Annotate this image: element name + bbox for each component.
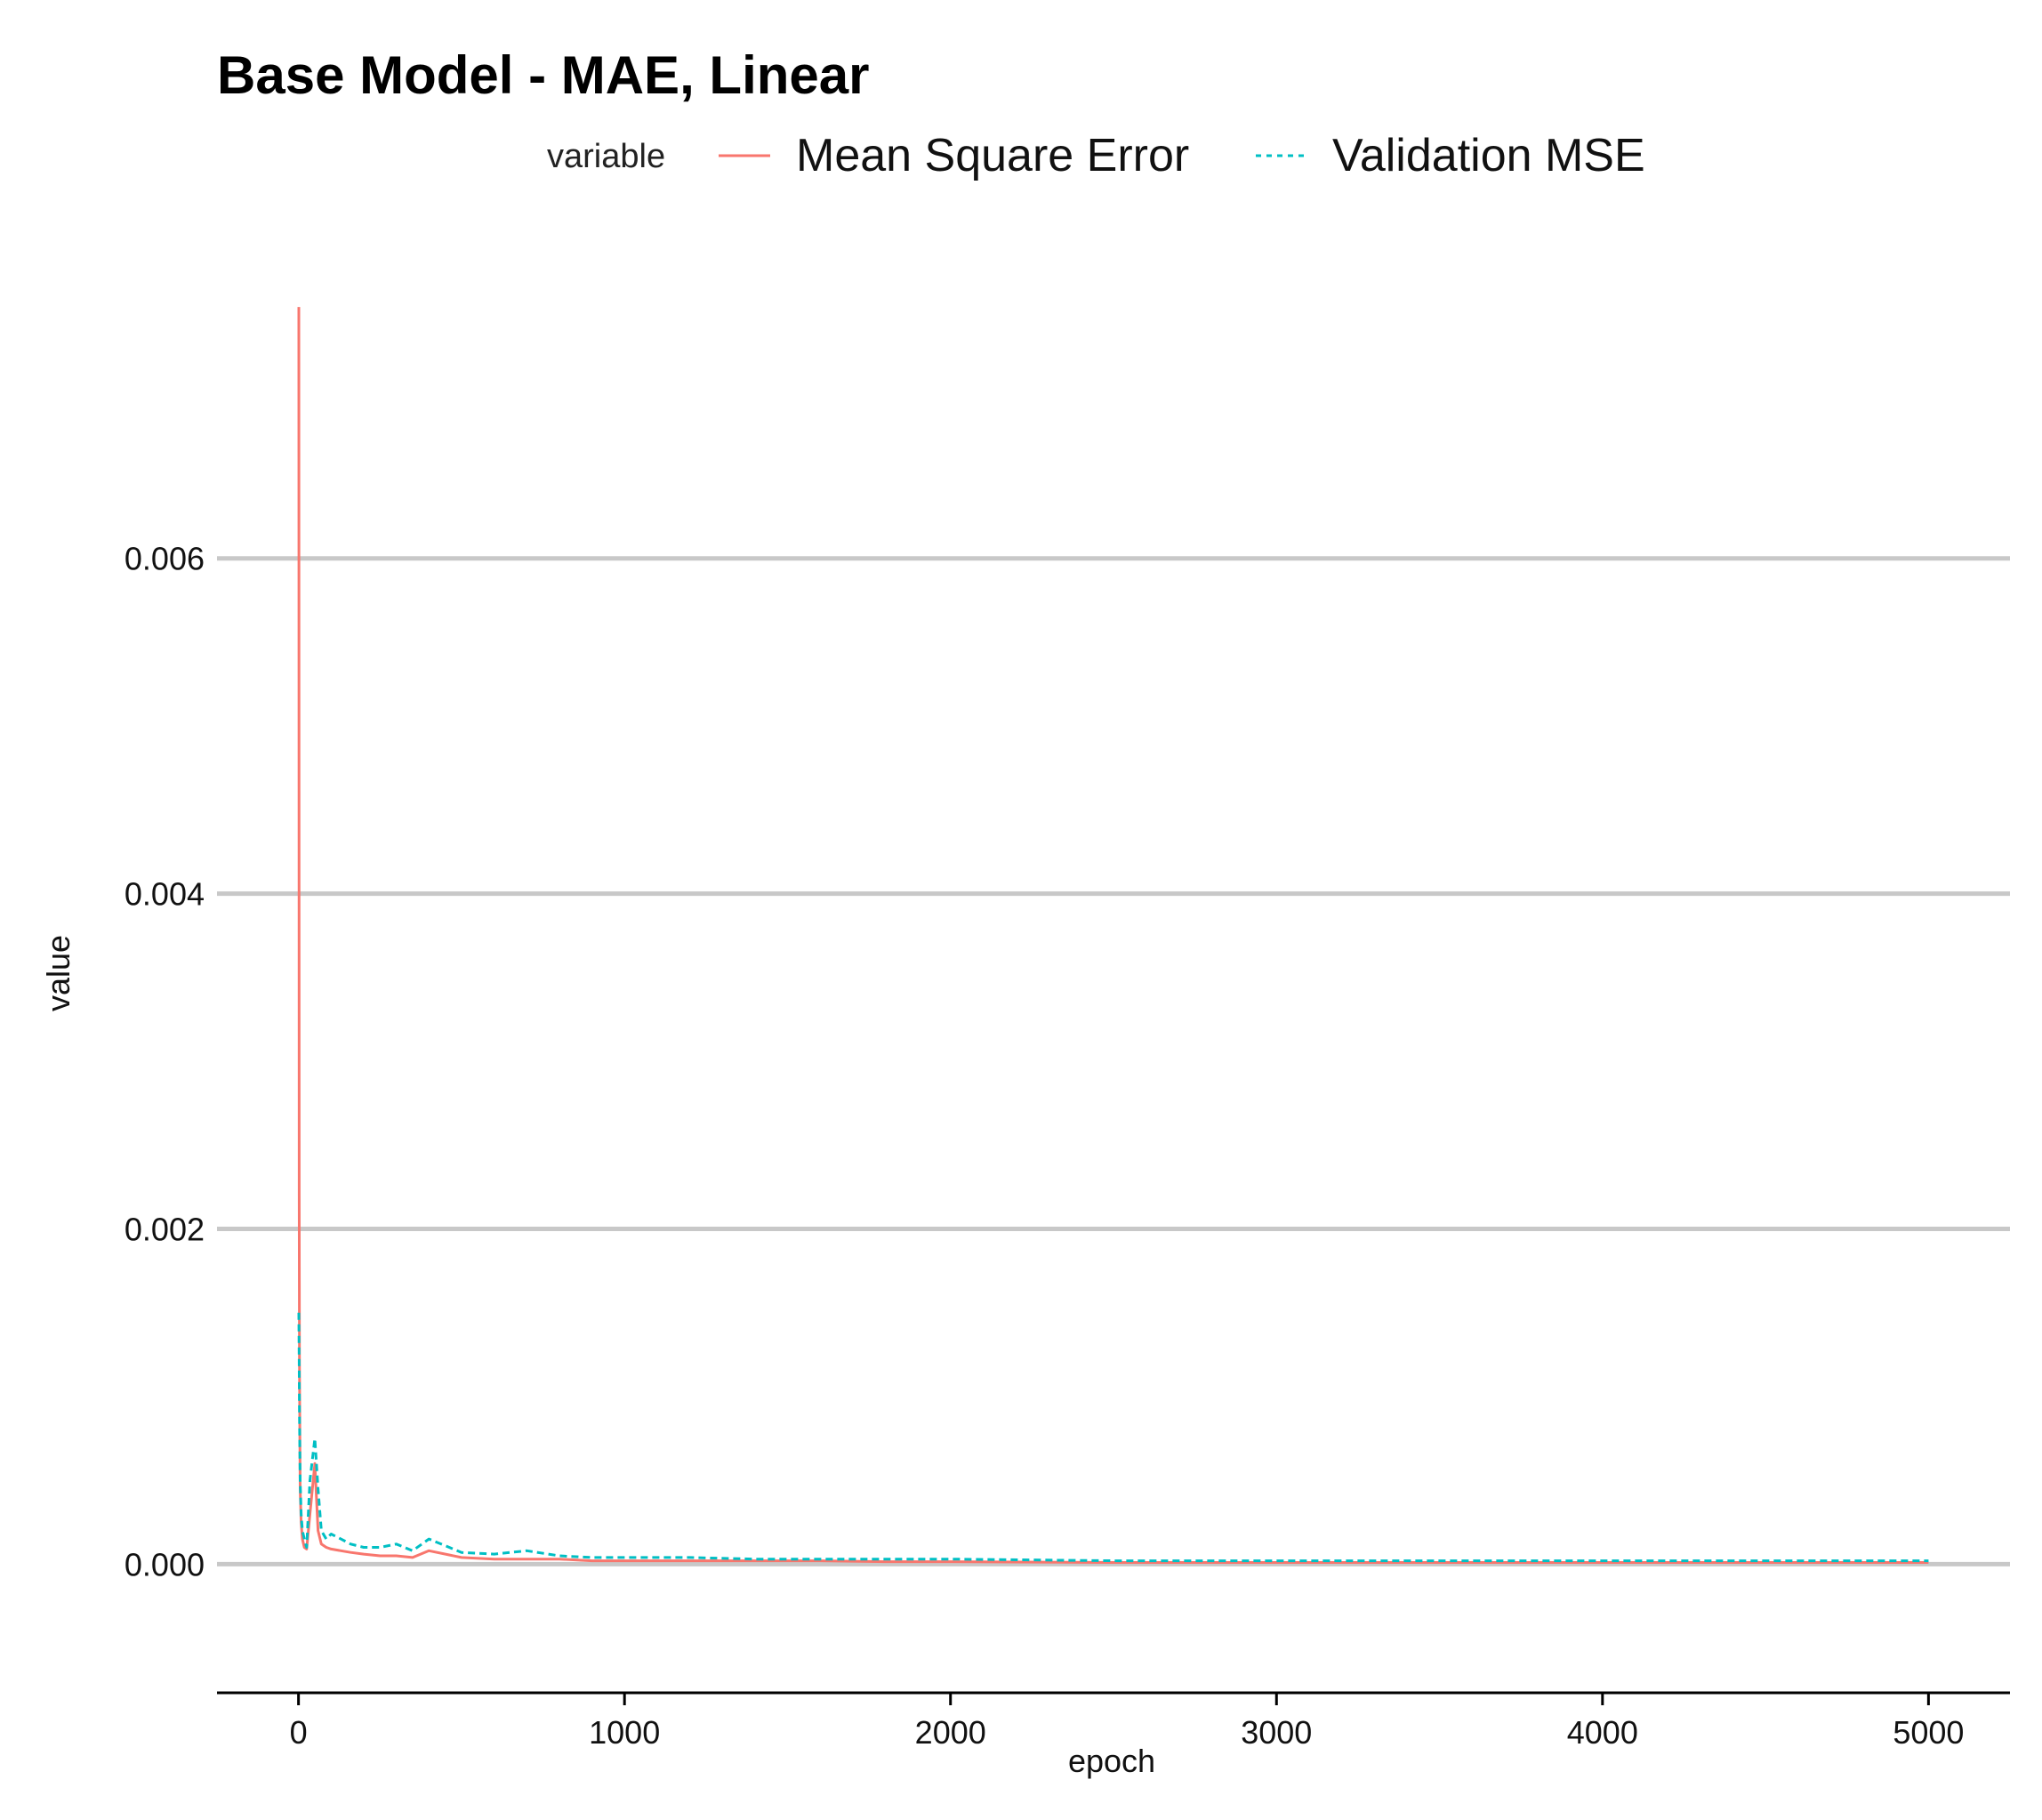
x-tick-label: 4000 [1567, 1714, 1638, 1751]
legend: variable Mean Square Error Validation MS… [547, 130, 1645, 181]
y-axis: 0.000 0.002 0.004 0.006 [125, 541, 205, 1583]
x-axis-label: epoch [1068, 1743, 1155, 1779]
x-tick-label: 3000 [1241, 1714, 1312, 1751]
series-line-validation-mse [297, 1312, 1929, 1563]
x-axis: 0 1000 2000 3000 4000 5000 [217, 1691, 2010, 1751]
series-line-mean-square-error [297, 307, 1929, 1564]
y-tick-label: 0.006 [125, 541, 205, 577]
x-tick-label: 0 [290, 1714, 308, 1751]
legend-title: variable [547, 138, 665, 175]
legend-label-validation-mse: Validation MSE [1332, 130, 1645, 181]
legend-label-mean-square-error: Mean Square Error [796, 130, 1189, 181]
y-tick-label: 0.000 [125, 1546, 205, 1582]
grid [217, 556, 2010, 1566]
chart-title: Base Model - MAE, Linear [217, 45, 869, 105]
y-tick-label: 0.002 [125, 1212, 205, 1248]
x-tick-label: 5000 [1893, 1714, 1964, 1751]
x-tick-label: 2000 [915, 1714, 986, 1751]
series-layer [297, 307, 1929, 1564]
x-tick-label: 1000 [589, 1714, 660, 1751]
y-axis-label: value [40, 935, 76, 1011]
y-tick-label: 0.004 [125, 876, 205, 913]
